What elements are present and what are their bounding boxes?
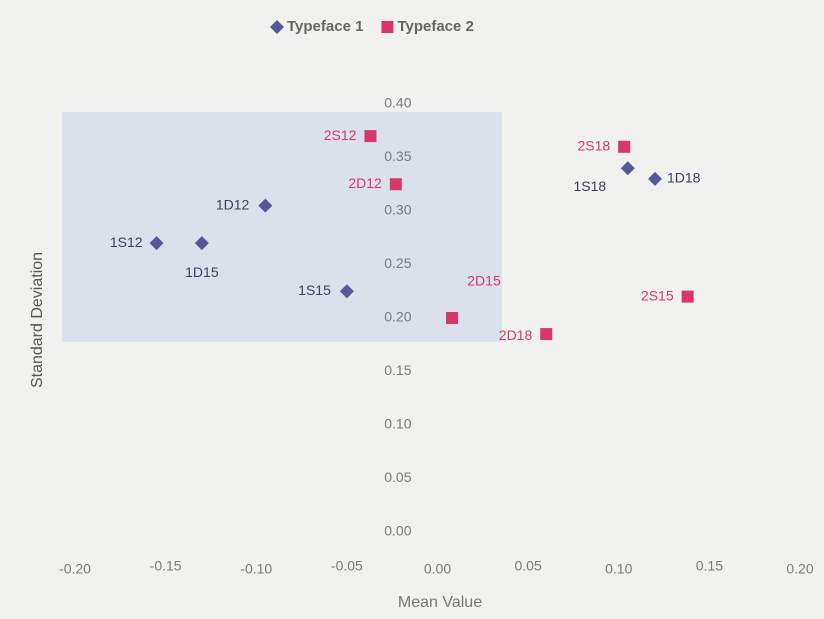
x-tick-label: -0.15: [150, 558, 182, 574]
point: [618, 140, 631, 153]
point-label: 2D12: [348, 175, 382, 191]
point: [446, 312, 458, 324]
point: [364, 130, 377, 143]
point: [339, 284, 354, 299]
y-tick-label: 0.00: [384, 523, 411, 539]
point: [620, 161, 635, 176]
legend-marker: [381, 21, 394, 33]
x-axis-label: Mean Value: [398, 594, 482, 611]
x-tick-label: -0.20: [59, 561, 91, 577]
y-tick-label: 0.20: [384, 309, 411, 325]
y-tick-label: 0.05: [384, 469, 411, 485]
point-label: 1S12: [110, 234, 143, 250]
point-label: 1D12: [216, 196, 250, 212]
x-tick-label: -0.10: [240, 561, 272, 577]
point-label: 1D15: [185, 264, 219, 280]
y-tick-label: 0.25: [384, 255, 411, 271]
point: [389, 178, 402, 191]
point-label: 2S18: [577, 138, 610, 154]
legend-marker: [270, 20, 284, 34]
point-label: 2D15: [467, 273, 501, 289]
x-tick-label: -0.05: [331, 558, 363, 574]
y-tick-label: 0.35: [384, 148, 411, 164]
y-tick-label: 0.40: [384, 95, 411, 111]
x-tick-label: 0.20: [786, 561, 813, 577]
legend-label: Typeface 1: [287, 18, 363, 35]
point-label: 1S15: [298, 282, 331, 298]
x-tick-label: 0.15: [696, 558, 723, 574]
point: [540, 328, 553, 341]
point-label: 2S12: [324, 127, 357, 143]
x-tick-label: 0.10: [605, 561, 632, 577]
y-tick-label: 0.30: [384, 202, 411, 218]
x-tick-label: 0.00: [424, 561, 451, 577]
point-label: 1S18: [573, 178, 606, 194]
background-bleed: [62, 112, 502, 342]
point: [194, 236, 209, 251]
point-label: 1D18: [667, 170, 701, 186]
point-label: 2D18: [499, 327, 533, 343]
point-label: 2S15: [641, 287, 674, 303]
y-tick-label: 0.15: [384, 362, 411, 378]
y-tick-label: 0.10: [384, 416, 411, 432]
point: [648, 171, 662, 186]
y-axis-label: Standard Deviation: [29, 252, 46, 388]
point: [258, 198, 273, 213]
x-tick-label: 0.05: [515, 558, 542, 574]
legend-label: Typeface 2: [397, 18, 473, 35]
point: [149, 236, 164, 251]
point: [681, 290, 694, 303]
